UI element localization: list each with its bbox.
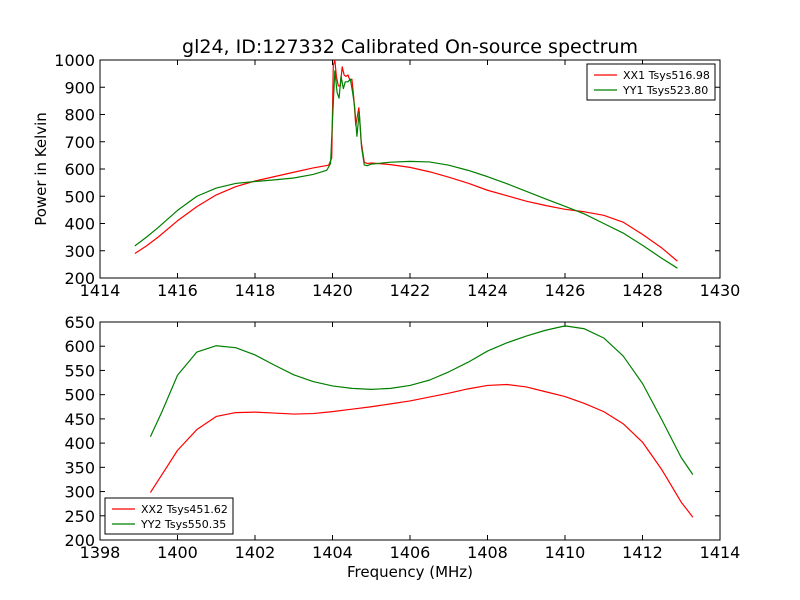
y-tick-label: 600 xyxy=(64,337,95,356)
x-tick-label: 1424 xyxy=(467,281,508,300)
legend-label: YY2 Tsys550.35 xyxy=(140,518,226,531)
x-tick-label: 1398 xyxy=(80,543,121,562)
x-tick-label: 1418 xyxy=(235,281,276,300)
y-tick-label: 1000 xyxy=(54,51,95,70)
y-tick-label: 200 xyxy=(64,269,95,288)
series-line-yy1 xyxy=(134,70,678,269)
x-tick-label: 1426 xyxy=(545,281,586,300)
series-line-yy2 xyxy=(149,325,694,475)
y-tick-label: 300 xyxy=(64,242,95,261)
legend: XX2 Tsys451.62 YY2 Tsys550.35 xyxy=(104,497,234,535)
x-tick-label: 1406 xyxy=(390,543,431,562)
series-line-xx2 xyxy=(149,383,694,518)
series-line-xx1 xyxy=(134,60,678,262)
x-tick-label: 1414 xyxy=(700,543,741,562)
legend-label: XX2 Tsys451.62 xyxy=(141,503,228,516)
x-tick-label: 1400 xyxy=(157,543,198,562)
top-spectrum-plot: 1414 1416 1418 1420 1422 1424 1426 1428 1430 200 3… xyxy=(32,51,740,300)
x-tick-label: 1428 xyxy=(622,281,663,300)
y-tick-label: 500 xyxy=(64,187,95,206)
y-tick-label: 650 xyxy=(64,313,95,332)
legend: XX1 Tsys516.98 YY1 Tsys523.80 xyxy=(586,63,716,101)
y-tick-label: 250 xyxy=(64,507,95,526)
legend-label: XX1 Tsys516.98 xyxy=(623,69,710,82)
figure-title: gl24, ID:127332 Calibrated On-source spe… xyxy=(182,36,638,58)
y-tick-label: 900 xyxy=(64,78,95,97)
y-axis-label: Power in Kelvin xyxy=(32,112,50,226)
y-tick-label: 300 xyxy=(64,483,95,502)
x-tick-label: 1416 xyxy=(157,281,198,300)
x-axis-label: Frequency (MHz) xyxy=(347,563,473,581)
y-tick-label: 400 xyxy=(64,434,95,453)
y-tick-label: 800 xyxy=(64,106,95,125)
y-tick-label: 450 xyxy=(64,410,95,429)
y-tick-label: 600 xyxy=(64,160,95,179)
x-tick-label: 1414 xyxy=(80,281,121,300)
y-tick-label: 550 xyxy=(64,361,95,380)
y-tick-label: 400 xyxy=(64,215,95,234)
x-tick-label: 1410 xyxy=(545,543,586,562)
y-tick-label: 200 xyxy=(64,531,95,550)
x-tick-label: 1430 xyxy=(700,281,741,300)
legend-box xyxy=(586,63,716,101)
y-tick-label: 700 xyxy=(64,133,95,152)
x-tick-label: 1404 xyxy=(312,543,353,562)
y-tick-label: 500 xyxy=(64,386,95,405)
legend-box xyxy=(104,497,234,535)
x-tick-label: 1402 xyxy=(235,543,276,562)
x-tick-label: 1422 xyxy=(390,281,431,300)
x-tick-label: 1420 xyxy=(312,281,353,300)
y-tick-label: 350 xyxy=(64,458,95,477)
legend-label: YY1 Tsys523.80 xyxy=(622,84,708,97)
x-tick-label: 1412 xyxy=(622,543,663,562)
bottom-spectrum-plot: 1398 1400 1402 1404 1406 1408 1410 1412 1414 200 2… xyxy=(64,313,740,581)
x-tick-label: 1408 xyxy=(467,543,508,562)
